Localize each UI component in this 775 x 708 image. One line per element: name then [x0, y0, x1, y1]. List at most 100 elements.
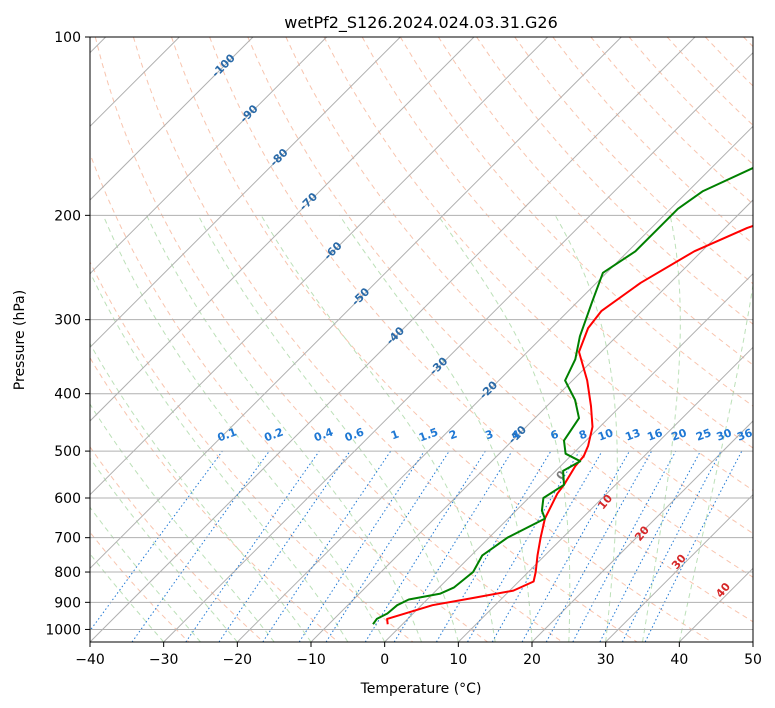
- dry-adiabat: [743, 37, 753, 48]
- moist-adiabat-label: 20: [632, 523, 652, 543]
- moist-adiabat: [642, 215, 681, 642]
- x-tick-label: −10: [296, 652, 326, 668]
- mixing-ratio-label: 0.4: [312, 425, 335, 444]
- moist-adiabat: [339, 215, 533, 642]
- mixing-ratio-label: 2: [447, 428, 459, 443]
- isotherm-line: [163, 51, 753, 642]
- y-tick-label: 800: [54, 565, 81, 581]
- moist-adiabat: [146, 215, 422, 642]
- isotherm-line: [384, 272, 753, 642]
- y-tick-label: 200: [54, 208, 81, 224]
- y-tick-label: 600: [54, 491, 81, 507]
- x-tick-label: 30: [597, 652, 615, 668]
- mixing-ratio-line: [364, 450, 486, 642]
- mixing-ratio-label: 3: [483, 428, 495, 443]
- mixing-ratio-line: [298, 450, 425, 642]
- x-tick-label: 50: [744, 652, 762, 668]
- isotherm-line: [752, 641, 753, 642]
- dry-adiabat: [437, 37, 753, 366]
- isotherm-line: [678, 567, 753, 642]
- dry-adiabat: [94, 37, 563, 642]
- mixing-ratio-line: [325, 450, 450, 642]
- dry-adiabat: [171, 37, 712, 642]
- isotherm-line: [90, 37, 328, 275]
- isotherm-line: [457, 346, 753, 642]
- moist-adiabat: [678, 282, 753, 642]
- mixing-ratio-label: 0.2: [262, 426, 285, 445]
- mixing-ratio-label: 6: [549, 427, 561, 442]
- mixing-ratio-line: [521, 450, 630, 642]
- dry-adiabat: [132, 37, 638, 642]
- dry-adiabat: [90, 446, 264, 642]
- moist-adiabat: [90, 506, 201, 642]
- dry-adiabat: [90, 260, 414, 642]
- mixing-ratio-label: 10: [596, 426, 615, 444]
- isotherm-line: [531, 420, 753, 642]
- mixing-ratio-line: [218, 450, 351, 642]
- dry-adiabat: [666, 37, 753, 126]
- chart-title: wetPf2_S126.2024.024.03.31.G26: [284, 13, 558, 33]
- moist-adiabat-label: 30: [669, 552, 689, 572]
- dry-adiabat: [247, 37, 753, 578]
- mixing-ratio-label: 13: [623, 426, 642, 443]
- isotherm-line: [90, 37, 475, 422]
- mixing-ratio-line: [572, 450, 677, 642]
- y-tick-label: 100: [54, 30, 81, 46]
- isotherm-line: [310, 199, 753, 642]
- isotherm-line: [90, 37, 549, 496]
- y-tick-label: 1000: [45, 622, 81, 638]
- isotherm-line: [605, 493, 753, 642]
- mixing-ratio-label: 1: [389, 428, 401, 443]
- dry-adiabat: [590, 37, 753, 205]
- mixing-ratio-label: 8: [577, 428, 589, 443]
- moist-adiabat: [197, 215, 459, 642]
- mixing-ratio-line: [262, 450, 392, 642]
- moist-adiabat: [90, 342, 312, 642]
- x-axis-title: Temperature (°C): [360, 681, 482, 697]
- moist-adiabat: [90, 553, 165, 642]
- moist-adiabat-label: 40: [713, 580, 733, 600]
- dry-adiabat: [90, 152, 488, 642]
- y-tick-label: 500: [54, 444, 81, 460]
- mixing-ratio-label: 36: [735, 426, 754, 444]
- x-tick-label: −40: [75, 652, 105, 668]
- mixing-ratio-line: [644, 450, 743, 642]
- plot-frame: [89, 36, 754, 643]
- isotherm-line: [90, 37, 254, 201]
- y-tick-label: 900: [54, 595, 81, 611]
- background-lines: [90, 37, 753, 642]
- mixing-ratio-label: 25: [694, 426, 713, 443]
- y-axis-title: Pressure (hPa): [12, 290, 28, 390]
- dry-adiabat: [704, 37, 753, 87]
- isotherm-line: [90, 37, 401, 349]
- mixing-ratio-line: [185, 450, 320, 642]
- moist-adiabat-label: 10: [595, 492, 615, 512]
- mixing-ratio-label: 16: [645, 426, 664, 444]
- mixing-ratio-label: 1.5: [417, 426, 440, 445]
- mixing-ratio-label: 30: [715, 426, 734, 444]
- moist-adiabat: [90, 271, 349, 642]
- dry-adiabat: [476, 37, 753, 325]
- dry-adiabat: [323, 37, 753, 491]
- x-tick-label: 10: [449, 652, 467, 668]
- x-tick-label: −30: [149, 652, 179, 668]
- isotherm-line: [90, 37, 696, 642]
- mixing-ratio-line: [545, 450, 653, 642]
- mixing-ratio-line: [90, 450, 223, 632]
- isotherm-line: [90, 37, 622, 570]
- temperature-line: [386, 224, 753, 625]
- mixing-ratio-label: 0.1: [216, 426, 239, 445]
- x-tick-label: 20: [523, 652, 541, 668]
- moist-adiabat: [90, 457, 238, 642]
- dry-adiabat: [361, 37, 753, 449]
- dry-adiabat: [552, 37, 753, 245]
- isotherm-line: [236, 125, 753, 642]
- mixing-ratio-line: [393, 450, 513, 642]
- y-tick-label: 300: [54, 313, 81, 329]
- mixing-ratio-label: 4: [510, 427, 522, 442]
- moist-adiabat: [260, 215, 496, 642]
- moist-adiabat: [554, 215, 618, 642]
- y-tick-label: 400: [54, 387, 81, 403]
- mixing-ratio-label: 20: [670, 426, 689, 444]
